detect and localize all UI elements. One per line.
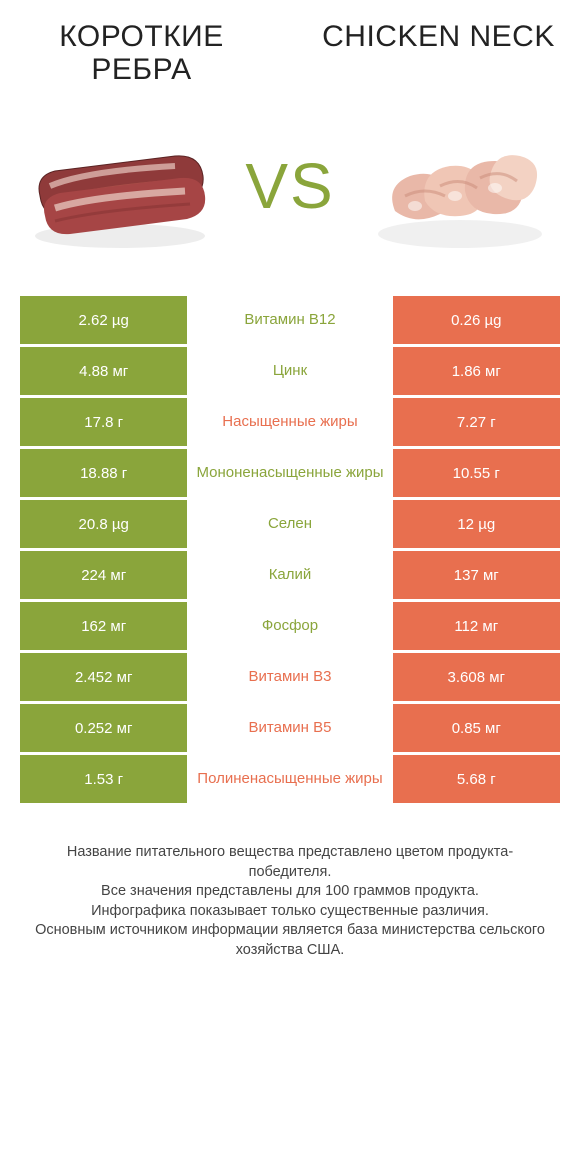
left-value: 1.53 г [20,755,187,803]
left-value: 4.88 мг [20,347,187,395]
left-value: 17.8 г [20,398,187,446]
right-value: 0.85 мг [393,704,560,752]
vs-label: VS [245,149,334,223]
table-row: 2.62 µgВитамин B120.26 µg [20,296,560,344]
left-food-title: КОРОТКИЕ РЕБРА [20,20,263,86]
nutrient-name: Полиненасыщенные жиры [187,755,392,803]
footnote-line: Основным источником информации является … [30,921,550,960]
nutrition-table: 2.62 µgВитамин B120.26 µg4.88 мгЦинк1.86… [20,296,560,803]
footnote: Название питательного вещества представл… [20,843,560,960]
left-value: 2.452 мг [20,653,187,701]
footnote-line: Инфографика показывает только существенн… [30,902,550,922]
nutrient-name: Витамин B12 [187,296,392,344]
right-value: 3.608 мг [393,653,560,701]
chicken-neck-icon [365,116,555,256]
left-value: 2.62 µg [20,296,187,344]
left-value: 0.252 мг [20,704,187,752]
left-food-image [20,106,220,266]
nutrient-name: Витамин B3 [187,653,392,701]
right-value: 137 мг [393,551,560,599]
right-value: 112 мг [393,602,560,650]
table-row: 2.452 мгВитамин B33.608 мг [20,653,560,701]
right-value: 5.68 г [393,755,560,803]
footnote-line: Все значения представлены для 100 граммо… [30,882,550,902]
table-row: 18.88 гМононенасыщенные жиры10.55 г [20,449,560,497]
right-value: 0.26 µg [393,296,560,344]
nutrient-name: Витамин B5 [187,704,392,752]
right-food-title: CHICKEN NECK [317,20,560,86]
table-row: 162 мгФосфор112 мг [20,602,560,650]
nutrient-name: Селен [187,500,392,548]
right-value: 1.86 мг [393,347,560,395]
short-ribs-icon [25,116,215,256]
nutrient-name: Насыщенные жиры [187,398,392,446]
left-value: 224 мг [20,551,187,599]
header: КОРОТКИЕ РЕБРА CHICKEN NECK [20,20,560,86]
right-value: 10.55 г [393,449,560,497]
left-value: 162 мг [20,602,187,650]
nutrient-name: Мононенасыщенные жиры [187,449,392,497]
nutrient-name: Цинк [187,347,392,395]
left-value: 18.88 г [20,449,187,497]
table-row: 0.252 мгВитамин B50.85 мг [20,704,560,752]
table-row: 224 мгКалий137 мг [20,551,560,599]
table-row: 20.8 µgСелен12 µg [20,500,560,548]
right-value: 12 µg [393,500,560,548]
right-food-image [360,106,560,266]
nutrient-name: Калий [187,551,392,599]
table-row: 4.88 мгЦинк1.86 мг [20,347,560,395]
right-value: 7.27 г [393,398,560,446]
table-row: 1.53 гПолиненасыщенные жиры5.68 г [20,755,560,803]
vs-row: VS [20,96,560,276]
footnote-line: Название питательного вещества представл… [30,843,550,882]
table-row: 17.8 гНасыщенные жиры7.27 г [20,398,560,446]
left-value: 20.8 µg [20,500,187,548]
nutrient-name: Фосфор [187,602,392,650]
